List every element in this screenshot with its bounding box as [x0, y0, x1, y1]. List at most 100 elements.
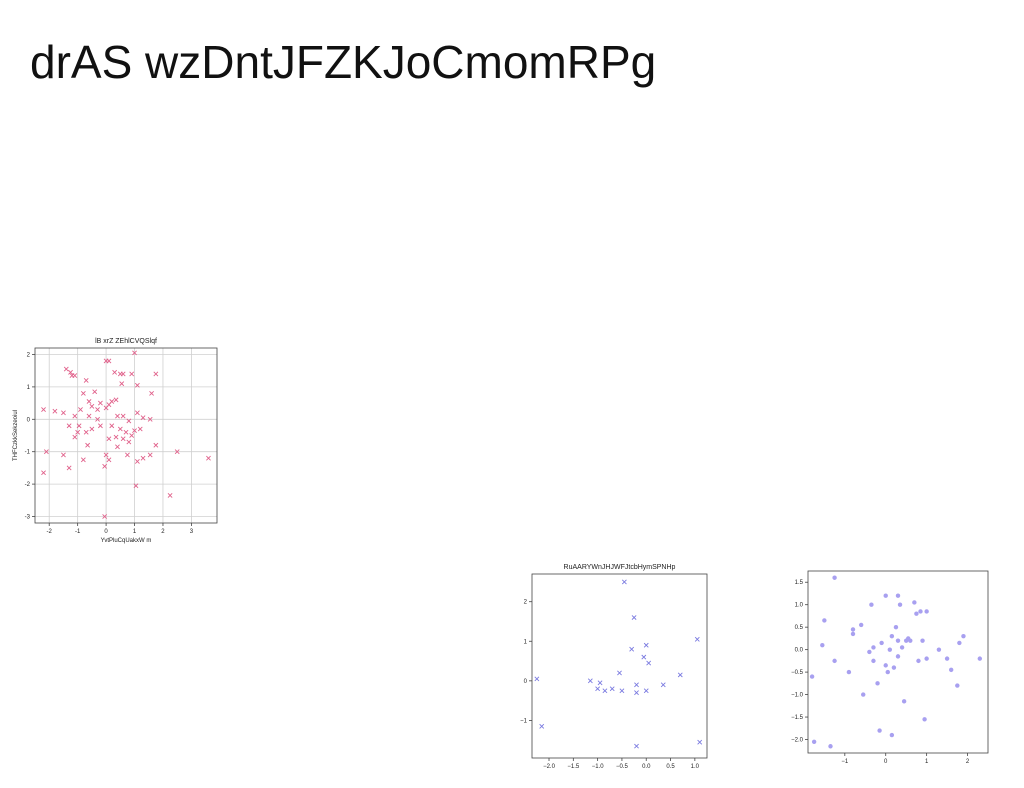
data-point [918, 609, 923, 614]
data-point [820, 642, 825, 648]
data-point [922, 717, 927, 722]
y-tick-label: 1 [524, 639, 528, 645]
y-tick-label: 1 [27, 385, 31, 391]
data-point [899, 645, 905, 650]
data-point [621, 579, 627, 585]
data-point [103, 405, 109, 411]
x-tick-label: −0.5 [616, 764, 629, 770]
data-point [957, 640, 962, 646]
data-point [822, 618, 827, 623]
y-tick-label: 0.0 [795, 648, 804, 654]
data-point [113, 397, 119, 403]
data-point [609, 686, 615, 692]
data-point [119, 381, 125, 387]
data-point [697, 739, 703, 745]
x-tick-label: 0 [104, 529, 108, 535]
data-point [109, 423, 115, 429]
data-point [85, 442, 91, 448]
data-point [634, 743, 639, 749]
data-point [140, 455, 146, 461]
x-tick-label: 0 [884, 759, 888, 765]
data-point [634, 682, 639, 688]
data-point [134, 410, 140, 416]
x-tick-label: 1 [133, 529, 137, 535]
data-point [75, 429, 81, 435]
x-tick-label: −1.5 [567, 764, 580, 770]
plot-frame [807, 570, 989, 754]
data-point [595, 686, 601, 692]
y-tick-label: 0 [27, 417, 31, 423]
data-point [106, 358, 112, 364]
data-point [126, 439, 132, 445]
x-axis-label: YvtPluCqUakxW m [101, 538, 152, 544]
data-point [66, 465, 72, 471]
data-point [828, 744, 833, 749]
data-point [120, 413, 126, 419]
data-point [912, 600, 917, 605]
data-point [539, 723, 545, 729]
data-point [102, 463, 108, 469]
data-point [72, 373, 78, 378]
data-point [125, 452, 130, 458]
data-point [92, 389, 98, 395]
data-point [153, 442, 159, 448]
data-point [147, 416, 153, 422]
scatter-chart-3: −1 0 1 2 −2.0 −1.5 −1.0 −0.5 0.0 0.5 1.0 1.5 [791, 570, 989, 765]
data-point [832, 658, 837, 664]
data-point [643, 642, 649, 648]
data-point [924, 656, 929, 661]
data-point [86, 399, 92, 404]
y-tick-label: -2 [25, 482, 31, 488]
data-point [76, 423, 82, 429]
data-point [83, 429, 89, 435]
data-point [86, 413, 92, 419]
data-point [883, 593, 888, 598]
y-tick-label: −1 [520, 718, 528, 724]
data-point [129, 371, 135, 377]
x-tick-label: 1 [925, 759, 929, 765]
data-point [106, 436, 112, 442]
data-point [68, 369, 73, 375]
data-point [677, 672, 683, 678]
data-point [629, 646, 635, 652]
data-point [206, 455, 211, 461]
data-point [78, 407, 83, 412]
data-point [850, 627, 856, 632]
data-point [153, 371, 159, 377]
y-tick-label: 1.0 [795, 603, 804, 609]
data-point [891, 665, 897, 670]
data-point [63, 366, 69, 372]
data-point [660, 682, 666, 688]
data-point [115, 413, 120, 419]
data-point [631, 615, 637, 620]
data-point [137, 426, 143, 432]
x-tick-label: 0.5 [666, 764, 675, 770]
data-point [895, 593, 901, 598]
page-title: drAS wzDntJFZKJoCmomRPg [30, 36, 657, 88]
plot-frame [34, 347, 218, 524]
data-point [643, 688, 649, 694]
data-point [83, 377, 89, 383]
data-point [129, 433, 135, 438]
data-point [617, 670, 622, 676]
data-point [80, 457, 86, 463]
data-point [597, 680, 603, 686]
data-point [895, 654, 901, 659]
data-point [66, 423, 72, 429]
chart-title: RuAARYWnJHJWFJtcbHymSPNHp [564, 564, 676, 571]
scatter-chart-2: −2.0 −1.5 −1.0 −0.5 0.0 0.5 1.0 −1 0 1 2 RuAARYWnJH… [520, 564, 708, 770]
data-point [115, 444, 120, 450]
y-tick-label: -3 [25, 515, 31, 521]
data-point [879, 640, 884, 646]
data-point [914, 611, 919, 616]
data-point [149, 390, 155, 396]
data-point [948, 667, 954, 673]
data-point [850, 631, 856, 637]
data-point [117, 426, 123, 432]
data-point [41, 407, 46, 412]
data-point [869, 602, 874, 607]
data-point [112, 369, 118, 375]
x-tick-label: -2 [47, 529, 53, 535]
data-point [95, 407, 100, 412]
data-point [134, 382, 140, 388]
